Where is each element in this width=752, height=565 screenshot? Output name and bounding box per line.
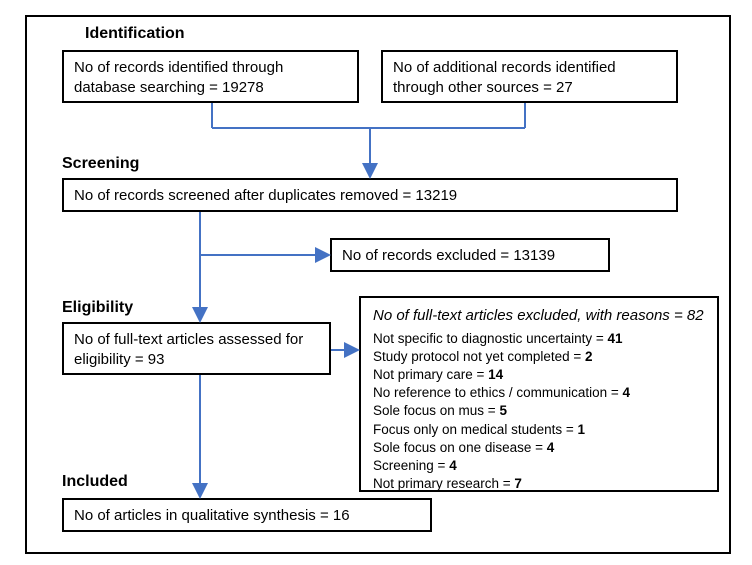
box-qual-synth: No of articles in qualitative synthesis … — [62, 498, 432, 532]
stage-identification: Identification — [85, 25, 185, 43]
box-excluded-screen: No of records excluded = 13139 — [330, 238, 610, 272]
reasons-item: No reference to ethics / communication =… — [373, 384, 705, 402]
reasons-item: Study protocol not yet completed = 2 — [373, 348, 705, 366]
box-screened: No of records screened after duplicates … — [62, 178, 678, 212]
box-other-sources: No of additional records identified thro… — [381, 50, 678, 103]
reasons-item: Screening = 4 — [373, 457, 705, 475]
reasons-item: Sole focus on one disease = 4 — [373, 439, 705, 457]
reasons-item: Not primary research = 7 — [373, 475, 705, 493]
reasons-item: Not primary care = 14 — [373, 366, 705, 384]
stage-eligibility: Eligibility — [62, 299, 133, 317]
reasons-title: No of full-text articles excluded, with … — [373, 306, 705, 326]
stage-screening: Screening — [62, 155, 139, 173]
reasons-item: Focus only on medical students = 1 — [373, 421, 705, 439]
reasons-item: Sole focus on mus = 5 — [373, 402, 705, 420]
box-db-search: No of records identified through databas… — [62, 50, 359, 103]
canvas: Identification Screening Eligibility Inc… — [0, 0, 752, 565]
box-eligibility: No of full-text articles assessed for el… — [62, 322, 331, 375]
stage-included: Included — [62, 473, 128, 491]
reasons-item: Not specific to diagnostic uncertainty =… — [373, 330, 705, 348]
box-reasons: No of full-text articles excluded, with … — [359, 296, 719, 492]
reasons-list: Not specific to diagnostic uncertainty =… — [373, 330, 705, 494]
